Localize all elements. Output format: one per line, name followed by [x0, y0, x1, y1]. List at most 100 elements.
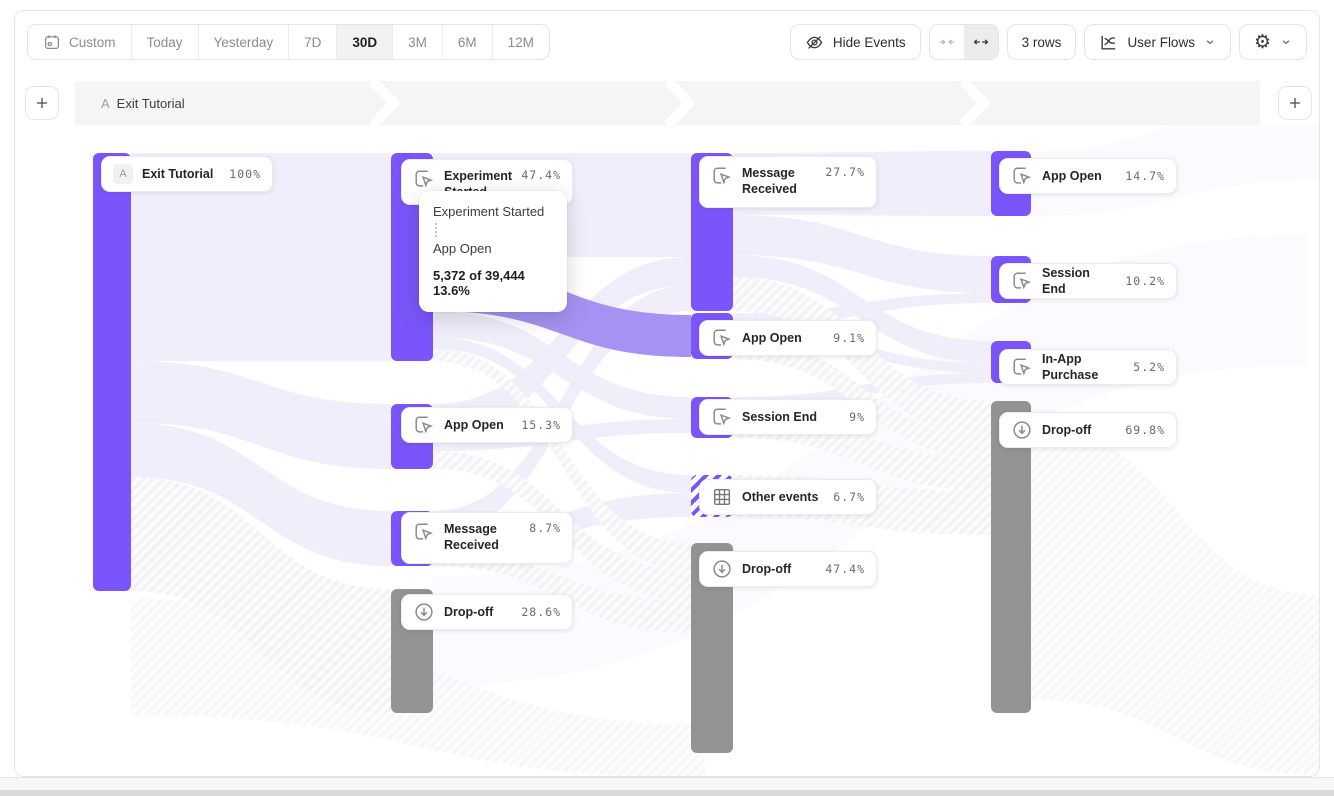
flow-bar-drop-off-col3[interactable]: [991, 401, 1031, 713]
date-range-today[interactable]: Today: [130, 25, 198, 59]
node-percentage: 69.8%: [1125, 423, 1165, 437]
node-card-exit-tutorial-col0[interactable]: A Exit Tutorial 100%: [101, 156, 273, 192]
tooltip-source-event: Experiment Started: [433, 204, 545, 219]
date-range-label: 7D: [304, 34, 322, 50]
date-range-7d[interactable]: 7D: [288, 25, 336, 59]
plus-icon: [34, 95, 50, 111]
date-range-label: 3M: [408, 34, 427, 50]
flow-bar-exit-tutorial-col0[interactable]: [93, 153, 131, 591]
node-card-message-received-col1[interactable]: Message Received 8.7%: [401, 512, 573, 564]
start-event-label: A Exit Tutorial: [101, 81, 185, 125]
user-flows-panel: Custom Today Yesterday 7D 30D 3M 6M 12M Hide Ev…: [14, 10, 1320, 777]
expand-columns-button[interactable]: [963, 25, 998, 59]
flow-link-app-open-to-drop-off[interactable]: [733, 337, 991, 459]
node-card-app-open-col3[interactable]: App Open 14.7%: [999, 158, 1177, 194]
node-percentage: 47.4%: [521, 168, 561, 182]
node-label: Session End: [742, 409, 818, 424]
event-icon: [711, 406, 733, 428]
flow-link-exit-tutorial-to-message-received[interactable]: [131, 423, 391, 566]
node-label: Drop-off: [1042, 422, 1092, 437]
flow-link-app-open-to-message-received[interactable]: [433, 257, 691, 437]
steps-band[interactable]: A Exit Tutorial: [75, 81, 1260, 125]
footer-scrollbar[interactable]: [0, 790, 1334, 796]
node-card-session-end-col3[interactable]: Session End 10.2%: [999, 263, 1177, 299]
date-range-custom[interactable]: Custom: [28, 25, 131, 59]
flow-link-exit-tutorial-to-drop-off[interactable]: [131, 477, 391, 713]
node-label: App Open: [1042, 168, 1102, 183]
hide-events-button[interactable]: Hide Events: [789, 24, 921, 60]
tooltip-target-event: App Open: [433, 241, 492, 256]
settings-button[interactable]: ⚙: [1238, 24, 1307, 60]
date-range-label: 6M: [457, 34, 477, 50]
step-letter-badge: A: [113, 164, 133, 184]
date-range-yesterday[interactable]: Yesterday: [197, 25, 289, 59]
flow-link-experiment-started-to-session-end[interactable]: [433, 311, 691, 419]
node-percentage: 10.2%: [1125, 274, 1165, 288]
node-card-other-events-col2[interactable]: Other events 6.7%: [699, 479, 877, 515]
eye-off-icon: [805, 33, 824, 52]
date-range-group: Custom Today Yesterday 7D 30D 3M 6M 12M: [27, 24, 550, 60]
node-percentage: 9%: [849, 410, 865, 424]
node-label: Exit Tutorial: [142, 166, 214, 181]
node-percentage: 100%: [229, 167, 261, 181]
date-range-12m[interactable]: 12M: [491, 25, 549, 59]
sankey-links: [131, 125, 1319, 776]
flow-link-exit-tutorial-to-app-open[interactable]: [131, 361, 391, 469]
node-card-app-open-col1[interactable]: App Open 15.3%: [401, 407, 573, 443]
toolbar-right-group: Hide Events: [789, 24, 1307, 60]
node-card-app-open-col2[interactable]: App Open 9.1%: [699, 320, 877, 356]
node-card-message-received-col2[interactable]: Message Received 27.7%: [699, 156, 877, 208]
chevron-down-icon: [1204, 36, 1216, 48]
node-label: Other events: [742, 489, 819, 504]
date-range-6m[interactable]: 6M: [441, 25, 492, 59]
node-label: Message Received: [742, 166, 797, 197]
node-percentage: 27.7%: [825, 165, 865, 179]
link-tooltip: Experiment Started App Open 5,372 of 39,…: [419, 191, 567, 312]
plus-icon: [1287, 95, 1303, 111]
tooltip-stat: 5,372 of 39,444 13.6%: [433, 268, 525, 298]
event-icon: [413, 168, 435, 190]
rows-button[interactable]: 3 rows: [1006, 24, 1077, 60]
chevron-down-icon: [1280, 36, 1292, 48]
date-range-label: Yesterday: [213, 34, 274, 50]
rows-label: 3 rows: [1021, 34, 1062, 50]
date-range-3m[interactable]: 3M: [392, 25, 442, 59]
user-flows-icon: [1099, 33, 1118, 52]
node-card-in-app-purchase-col3[interactable]: In-App Purchase 5.2%: [999, 349, 1177, 385]
chart-type-button[interactable]: User Flows: [1084, 24, 1231, 60]
node-percentage: 15.3%: [521, 418, 561, 432]
node-label: Drop-off: [444, 604, 494, 619]
node-percentage: 8.7%: [529, 521, 561, 535]
event-icon: [1011, 270, 1033, 292]
node-label: Session End: [1042, 265, 1090, 296]
add-step-right-button[interactable]: [1278, 86, 1312, 120]
background-flow-ribbon: [1031, 425, 1319, 775]
flow-link-message-received-to-drop-off[interactable]: [433, 551, 691, 633]
node-label: Drop-off: [742, 561, 792, 576]
add-step-left-button[interactable]: [25, 86, 59, 120]
node-card-drop-off-col2[interactable]: Drop-off 47.4%: [699, 551, 877, 587]
flow-link-experiment-started-to-drop-off[interactable]: [433, 349, 691, 571]
flow-link-message-received-to-session-end[interactable]: [733, 215, 991, 293]
node-percentage: 5.2%: [1133, 360, 1165, 374]
node-card-drop-off-col3[interactable]: Drop-off 69.8%: [999, 412, 1177, 448]
flow-link-exit-tutorial-to-experiment-started[interactable]: [131, 153, 391, 361]
steps-row: A Exit Tutorial: [15, 81, 1319, 125]
date-range-label: 12M: [507, 34, 534, 50]
date-range-30d[interactable]: 30D: [336, 25, 393, 59]
node-percentage: 47.4%: [825, 562, 865, 576]
gear-icon: ⚙: [1253, 30, 1271, 53]
collapse-columns-button[interactable]: [929, 25, 964, 59]
flow-link-message-received-to-drop-off[interactable]: [733, 277, 991, 437]
node-percentage: 9.1%: [833, 331, 865, 345]
collapse-expand-toggle: [928, 24, 999, 60]
node-card-drop-off-col1[interactable]: Drop-off 28.6%: [401, 594, 573, 630]
node-card-session-end-col2[interactable]: Session End 9%: [699, 399, 877, 435]
hide-events-label: Hide Events: [832, 34, 906, 50]
event-icon: [711, 327, 733, 349]
step-chevron-icon: [959, 81, 989, 125]
event-icon: [413, 521, 435, 543]
calendar-icon: [43, 33, 61, 51]
date-range-label: Custom: [69, 34, 116, 50]
node-label: App Open: [742, 330, 802, 345]
